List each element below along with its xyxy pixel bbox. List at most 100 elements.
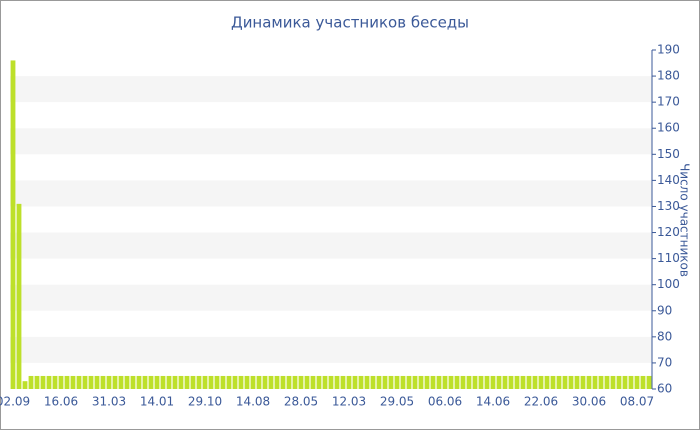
bar — [346, 375, 352, 389]
bar — [214, 375, 220, 389]
bar — [250, 375, 256, 389]
bar — [160, 375, 166, 389]
y-tick-label: 70 — [657, 355, 672, 369]
bar — [616, 375, 622, 389]
bar — [334, 375, 340, 389]
bar — [10, 60, 16, 389]
x-tick-label: 14.01 — [140, 395, 174, 409]
bar — [244, 375, 250, 389]
bar — [280, 375, 286, 389]
x-tick-label: 31.03 — [92, 395, 126, 409]
bar — [592, 375, 598, 389]
bar — [538, 375, 544, 389]
bar — [568, 375, 574, 389]
bar — [16, 203, 22, 389]
bar — [580, 375, 586, 389]
bar — [562, 375, 568, 389]
y-tick-label: 160 — [657, 121, 680, 135]
bar — [442, 375, 448, 389]
x-tick-label: 29.05 — [380, 395, 414, 409]
bar — [460, 375, 466, 389]
bar — [238, 375, 244, 389]
bar — [112, 375, 118, 389]
bar — [304, 375, 310, 389]
bar — [382, 375, 388, 389]
bar — [46, 375, 52, 389]
y-tick-label: 170 — [657, 95, 680, 109]
bar — [82, 375, 88, 389]
bar — [124, 375, 130, 389]
bar — [412, 375, 418, 389]
y-tick-label: 150 — [657, 147, 680, 161]
bar — [28, 375, 34, 389]
y-tick-label: 130 — [657, 199, 680, 213]
y-tick-label: 120 — [657, 225, 680, 239]
bar — [436, 375, 442, 389]
bar — [352, 375, 358, 389]
bar — [154, 375, 160, 389]
grid-band — [10, 232, 652, 259]
bar — [190, 375, 196, 389]
bar — [268, 375, 274, 389]
y-tick-label: 180 — [657, 69, 680, 83]
bar — [598, 375, 604, 389]
bar — [550, 375, 556, 389]
x-tick-label: 12.03 — [332, 395, 366, 409]
bar — [286, 375, 292, 389]
y-tick-label: 110 — [657, 251, 680, 265]
bar — [364, 375, 370, 389]
bar — [118, 375, 124, 389]
x-tick-label: 16.06 — [44, 395, 78, 409]
x-tick-label: 29.10 — [188, 395, 222, 409]
bar — [604, 375, 610, 389]
bar — [418, 375, 424, 389]
bar — [514, 375, 520, 389]
bar — [262, 375, 268, 389]
bar — [166, 375, 172, 389]
bar — [256, 375, 262, 389]
y-tick-label: 190 — [657, 43, 680, 57]
x-tick-label: 14.08 — [236, 395, 270, 409]
x-tick-label: 14.06 — [476, 395, 510, 409]
bar — [220, 375, 226, 389]
bar — [400, 375, 406, 389]
y-tick-label: 80 — [657, 329, 672, 343]
bar — [634, 375, 640, 389]
bar — [316, 375, 322, 389]
bar — [496, 375, 502, 389]
x-tick-label: 08.07 — [620, 395, 654, 409]
bar — [328, 375, 334, 389]
bar — [466, 375, 472, 389]
bar — [478, 375, 484, 389]
bar — [322, 375, 328, 389]
x-tick-label: 02.09 — [0, 395, 30, 409]
bar — [574, 375, 580, 389]
bar — [184, 375, 190, 389]
y-tick-label: 100 — [657, 277, 680, 291]
grid-band — [10, 128, 652, 155]
bar — [130, 375, 136, 389]
bar — [202, 375, 208, 389]
bar — [298, 375, 304, 389]
bar — [388, 375, 394, 389]
y-tick-label: 60 — [657, 382, 672, 396]
bar — [292, 375, 298, 389]
bar — [76, 375, 82, 389]
bar — [448, 375, 454, 389]
bar — [22, 381, 28, 389]
bar — [196, 375, 202, 389]
chart-title: Динамика участников беседы — [231, 14, 469, 32]
bar — [274, 375, 280, 389]
grid-band — [10, 180, 652, 207]
bar — [64, 375, 70, 389]
bar — [622, 375, 628, 389]
bar — [484, 375, 490, 389]
bar — [148, 375, 154, 389]
grid-band — [10, 284, 652, 311]
bar — [310, 375, 316, 389]
x-tick-label: 30.06 — [572, 395, 606, 409]
bar — [430, 375, 436, 389]
bar — [142, 375, 148, 389]
bar — [520, 375, 526, 389]
